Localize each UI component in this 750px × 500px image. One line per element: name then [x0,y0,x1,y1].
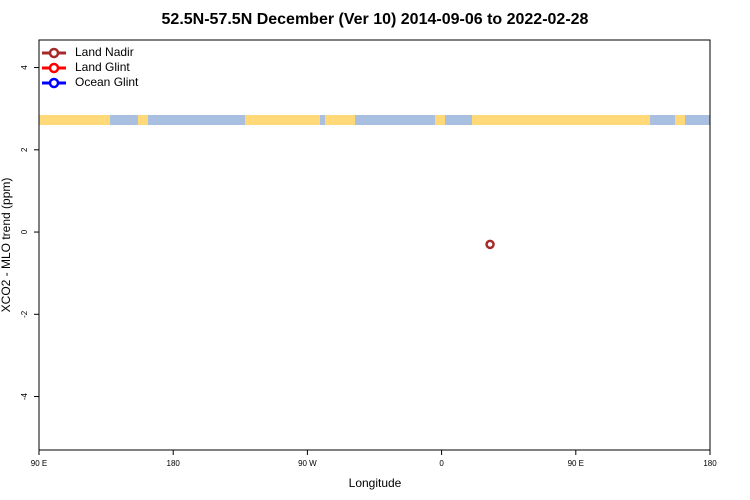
legend-label: Land Glint [75,60,130,74]
plot-frame [38,39,711,451]
x-tick-label: 0 [439,459,444,468]
legend-marker [48,62,60,74]
x-tick-label: 180 [703,459,717,468]
legend-marker [48,47,60,59]
legend-label: Ocean Glint [75,75,139,89]
land-band [39,115,110,125]
land-band [675,115,685,125]
surface-strip [39,115,710,125]
data-point [485,239,495,250]
x-tick-label: 90 E [31,459,47,468]
x-tick-label: 180 [167,459,181,468]
land-band [138,115,148,125]
land-band [325,115,355,125]
y-tick-label: -4 [20,392,29,400]
y-tick-label: -2 [20,310,29,318]
legend-marker [48,77,60,89]
land-band [245,115,320,125]
x-tick-label: 90 W [298,459,317,468]
chart-title: 52.5N-57.5N December (Ver 10) 2014-09-06… [162,11,589,28]
ocean-band [39,115,710,125]
land-band [435,115,445,125]
y-tick-label: 4 [20,65,29,70]
y-axis-label: XCO2 - MLO trend (ppm) [0,178,13,313]
legend-label: Land Nadir [75,45,134,59]
y-tick-label: 2 [20,147,29,152]
land-band [472,115,650,125]
x-axis-label: Longitude [349,476,402,490]
x-tick-label: 90 E [568,459,584,468]
y-tick-label: 0 [20,229,29,234]
